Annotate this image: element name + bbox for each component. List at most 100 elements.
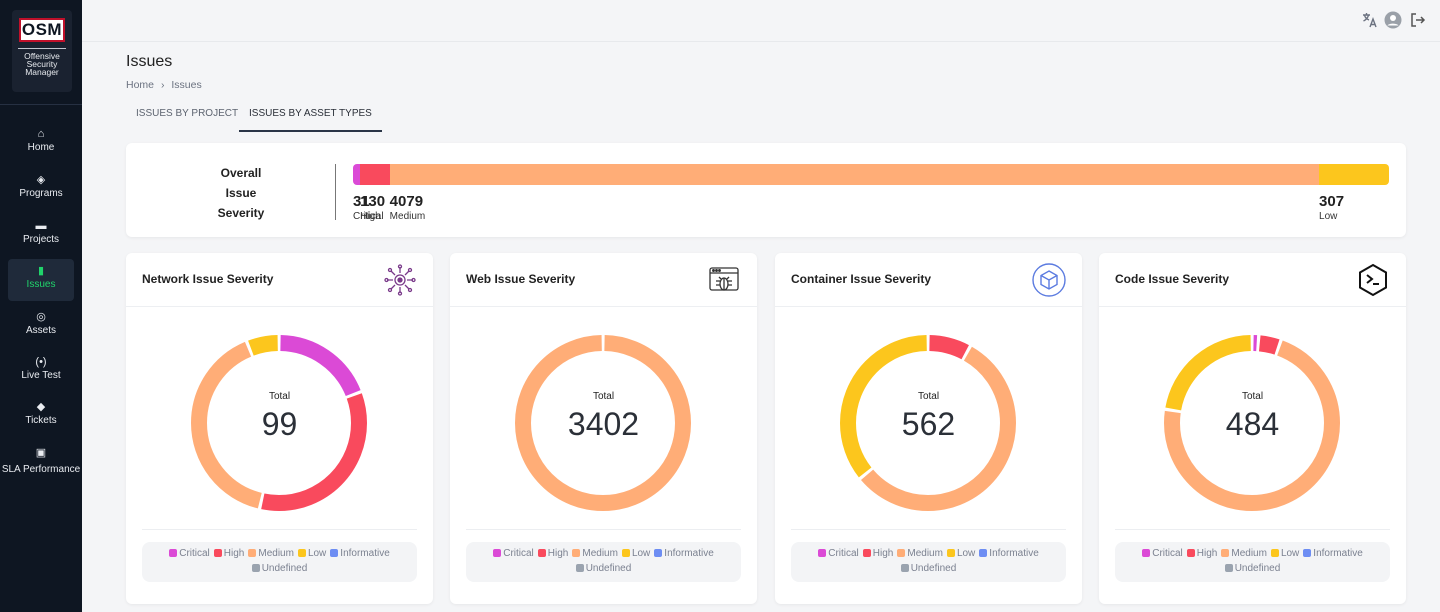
breadcrumb-separator: › xyxy=(160,79,165,91)
legend-item-low[interactable]: Low xyxy=(1270,546,1300,561)
legend-item-informative[interactable]: Informative xyxy=(330,546,390,561)
breadcrumb-issues: Issues xyxy=(171,79,202,91)
legend-label: Undefined xyxy=(585,563,632,574)
legend-item-critical[interactable]: Critical xyxy=(169,546,210,561)
legend-swatch xyxy=(979,549,988,557)
legend-item-critical[interactable]: Critical xyxy=(493,546,534,561)
total-value: 484 xyxy=(1225,406,1280,442)
tab-issues-by-asset-types[interactable]: ISSUES BY ASSET TYPES xyxy=(239,104,382,132)
legend-label: Undefined xyxy=(910,563,957,574)
legend-label: Low xyxy=(1280,548,1300,559)
logo-subtitle: Offensive Security Manager xyxy=(24,51,60,77)
legend-item-undefined[interactable]: Undefined xyxy=(251,561,308,576)
legend-item-high[interactable]: High xyxy=(862,546,893,561)
severity-segment-high[interactable] xyxy=(360,164,390,185)
legend-item-medium[interactable]: Medium xyxy=(897,546,943,561)
account-icon[interactable] xyxy=(1383,10,1403,30)
legend-item-undefined[interactable]: Undefined xyxy=(575,561,632,576)
legend-label: Medium xyxy=(582,548,618,559)
legend-swatch xyxy=(1142,549,1151,557)
donut-slice-high[interactable] xyxy=(191,335,367,511)
total-value: 562 xyxy=(901,406,956,442)
layers-icon: ◈ xyxy=(36,174,46,186)
legend-item-high[interactable]: High xyxy=(537,546,568,561)
logo[interactable]: OSM Offensive Security Manager xyxy=(12,10,72,92)
legend-item-low[interactable]: Low xyxy=(946,546,975,561)
donut-total: Total 99 xyxy=(126,391,433,443)
legend-item-informative[interactable]: Informative xyxy=(979,546,1039,561)
legend-item-informative[interactable]: Informative xyxy=(1303,546,1363,561)
legend-label: Critical xyxy=(179,548,210,559)
legend-swatch xyxy=(654,549,663,557)
legend-label: Low xyxy=(631,548,651,559)
legend-swatch xyxy=(1224,564,1233,572)
legend-swatch xyxy=(862,549,871,557)
legend-label: Informative xyxy=(664,548,714,559)
translate-icon[interactable] xyxy=(1360,10,1380,30)
legend-item-undefined[interactable]: Undefined xyxy=(900,561,957,576)
legend-item-critical[interactable]: Critical xyxy=(1142,546,1183,561)
sidebar-item-sla-performance[interactable]: ▣ SLA Performance xyxy=(1,447,81,475)
legend-label: Informative xyxy=(1313,548,1363,559)
severity-stat-high: 130 High xyxy=(360,194,385,224)
tab-issues-by-project[interactable]: ISSUES BY PROJECT xyxy=(136,108,239,119)
severity-label: High xyxy=(360,211,381,222)
severity-segment-low[interactable] xyxy=(1319,164,1389,185)
donut-slice-medium[interactable] xyxy=(515,335,691,511)
severity-count: 4079 xyxy=(389,193,424,210)
terminal-icon xyxy=(1356,263,1390,297)
legend-swatch xyxy=(248,549,257,557)
network-icon xyxy=(383,263,417,297)
severity-segment-critical[interactable] xyxy=(353,164,361,185)
folder-icon: ▬ xyxy=(35,220,47,232)
severity-donut-chart xyxy=(840,335,1016,511)
legend-swatch xyxy=(493,549,502,557)
donut-slice-medium[interactable] xyxy=(840,335,1016,511)
donut-total: Total 562 xyxy=(775,391,1082,443)
web-bug-icon xyxy=(707,263,741,297)
tag-icon: ◆ xyxy=(36,401,46,413)
legend-item-low[interactable]: Low xyxy=(621,546,651,561)
sidebar-item-assets[interactable]: ◎ Assets xyxy=(8,309,74,351)
legend-item-undefined[interactable]: Undefined xyxy=(1224,561,1280,576)
legend-item-informative[interactable]: Informative xyxy=(654,546,714,561)
sidebar-item-tickets[interactable]: ◆ Tickets xyxy=(8,399,74,441)
chart-legend: Critical High Medium Low Informative Undefine… xyxy=(466,542,741,582)
legend-swatch xyxy=(330,549,339,557)
legend-label: Undefined xyxy=(261,563,308,574)
severity-label: Critical xyxy=(353,211,384,222)
legend-item-low[interactable]: Low xyxy=(297,546,326,561)
page-title: Issues xyxy=(126,53,173,70)
legend-item-high[interactable]: High xyxy=(1186,546,1217,561)
legend-item-high[interactable]: High xyxy=(213,546,245,561)
severity-count: 31 xyxy=(353,193,370,210)
chart-legend: Critical High Medium Low Informative Undefine… xyxy=(791,542,1066,582)
severity-stat-critical: 31 Critical xyxy=(353,194,384,224)
legend-item-medium[interactable]: Medium xyxy=(1221,546,1267,561)
donut-slice-medium[interactable] xyxy=(1164,335,1340,511)
card-header: Container Issue Severity xyxy=(775,253,1082,307)
breadcrumb-home[interactable]: Home xyxy=(126,79,155,91)
legend-label: Informative xyxy=(989,548,1039,559)
sidebar-item-issues[interactable]: ▮ Issues xyxy=(8,259,74,301)
sidebar-item-programs[interactable]: ◈ Programs xyxy=(8,172,74,214)
severity-segment-medium[interactable] xyxy=(389,164,1320,185)
donut-slice-low[interactable] xyxy=(840,335,1016,511)
logout-icon[interactable] xyxy=(1408,10,1428,30)
donut-slice-medium[interactable] xyxy=(191,335,367,511)
legend-swatch xyxy=(1303,549,1312,557)
legend-item-medium[interactable]: Medium xyxy=(572,546,618,561)
severity-stat-medium: 4079 Medium xyxy=(390,194,426,224)
file-icon: ▮ xyxy=(37,265,45,277)
legend-label: High xyxy=(223,548,245,559)
sidebar-item-home[interactable]: ⌂ Home xyxy=(8,126,74,168)
legend-item-critical[interactable]: Critical xyxy=(818,546,859,561)
total-label: Total xyxy=(1241,391,1264,402)
severity-donut-chart xyxy=(191,335,367,511)
sla-icon: ▣ xyxy=(35,447,47,459)
severity-donut-chart xyxy=(1164,335,1340,511)
legend-item-medium[interactable]: Medium xyxy=(248,546,294,561)
sidebar-item-live-test[interactable]: (•) Live Test xyxy=(8,354,74,396)
topbar xyxy=(82,0,1440,42)
sidebar-item-projects[interactable]: ▬ Projects xyxy=(8,218,74,260)
